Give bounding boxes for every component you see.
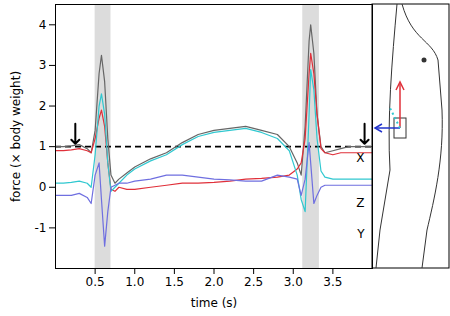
svg-text:2.0: 2.0	[204, 275, 223, 289]
svg-text:force (× body weight): force (× body weight)	[9, 71, 23, 202]
svg-text:1.0: 1.0	[125, 275, 144, 289]
svg-text:X: X	[356, 151, 364, 165]
svg-text:Y: Y	[356, 227, 365, 241]
svg-text:-1: -1	[35, 221, 47, 235]
svg-text:4: 4	[39, 18, 47, 32]
svg-text:2.5: 2.5	[244, 275, 263, 289]
svg-text:time (s): time (s)	[191, 296, 238, 310]
svg-text:2: 2	[39, 99, 47, 113]
svg-text:Z: Z	[356, 196, 364, 210]
svg-text:3.5: 3.5	[323, 275, 342, 289]
svg-text:0: 0	[39, 180, 47, 194]
svg-text:3.0: 3.0	[284, 275, 303, 289]
svg-text:3: 3	[39, 58, 47, 72]
svg-text:0.5: 0.5	[86, 275, 105, 289]
svg-text:1.5: 1.5	[165, 275, 184, 289]
svg-text:1: 1	[39, 139, 47, 153]
